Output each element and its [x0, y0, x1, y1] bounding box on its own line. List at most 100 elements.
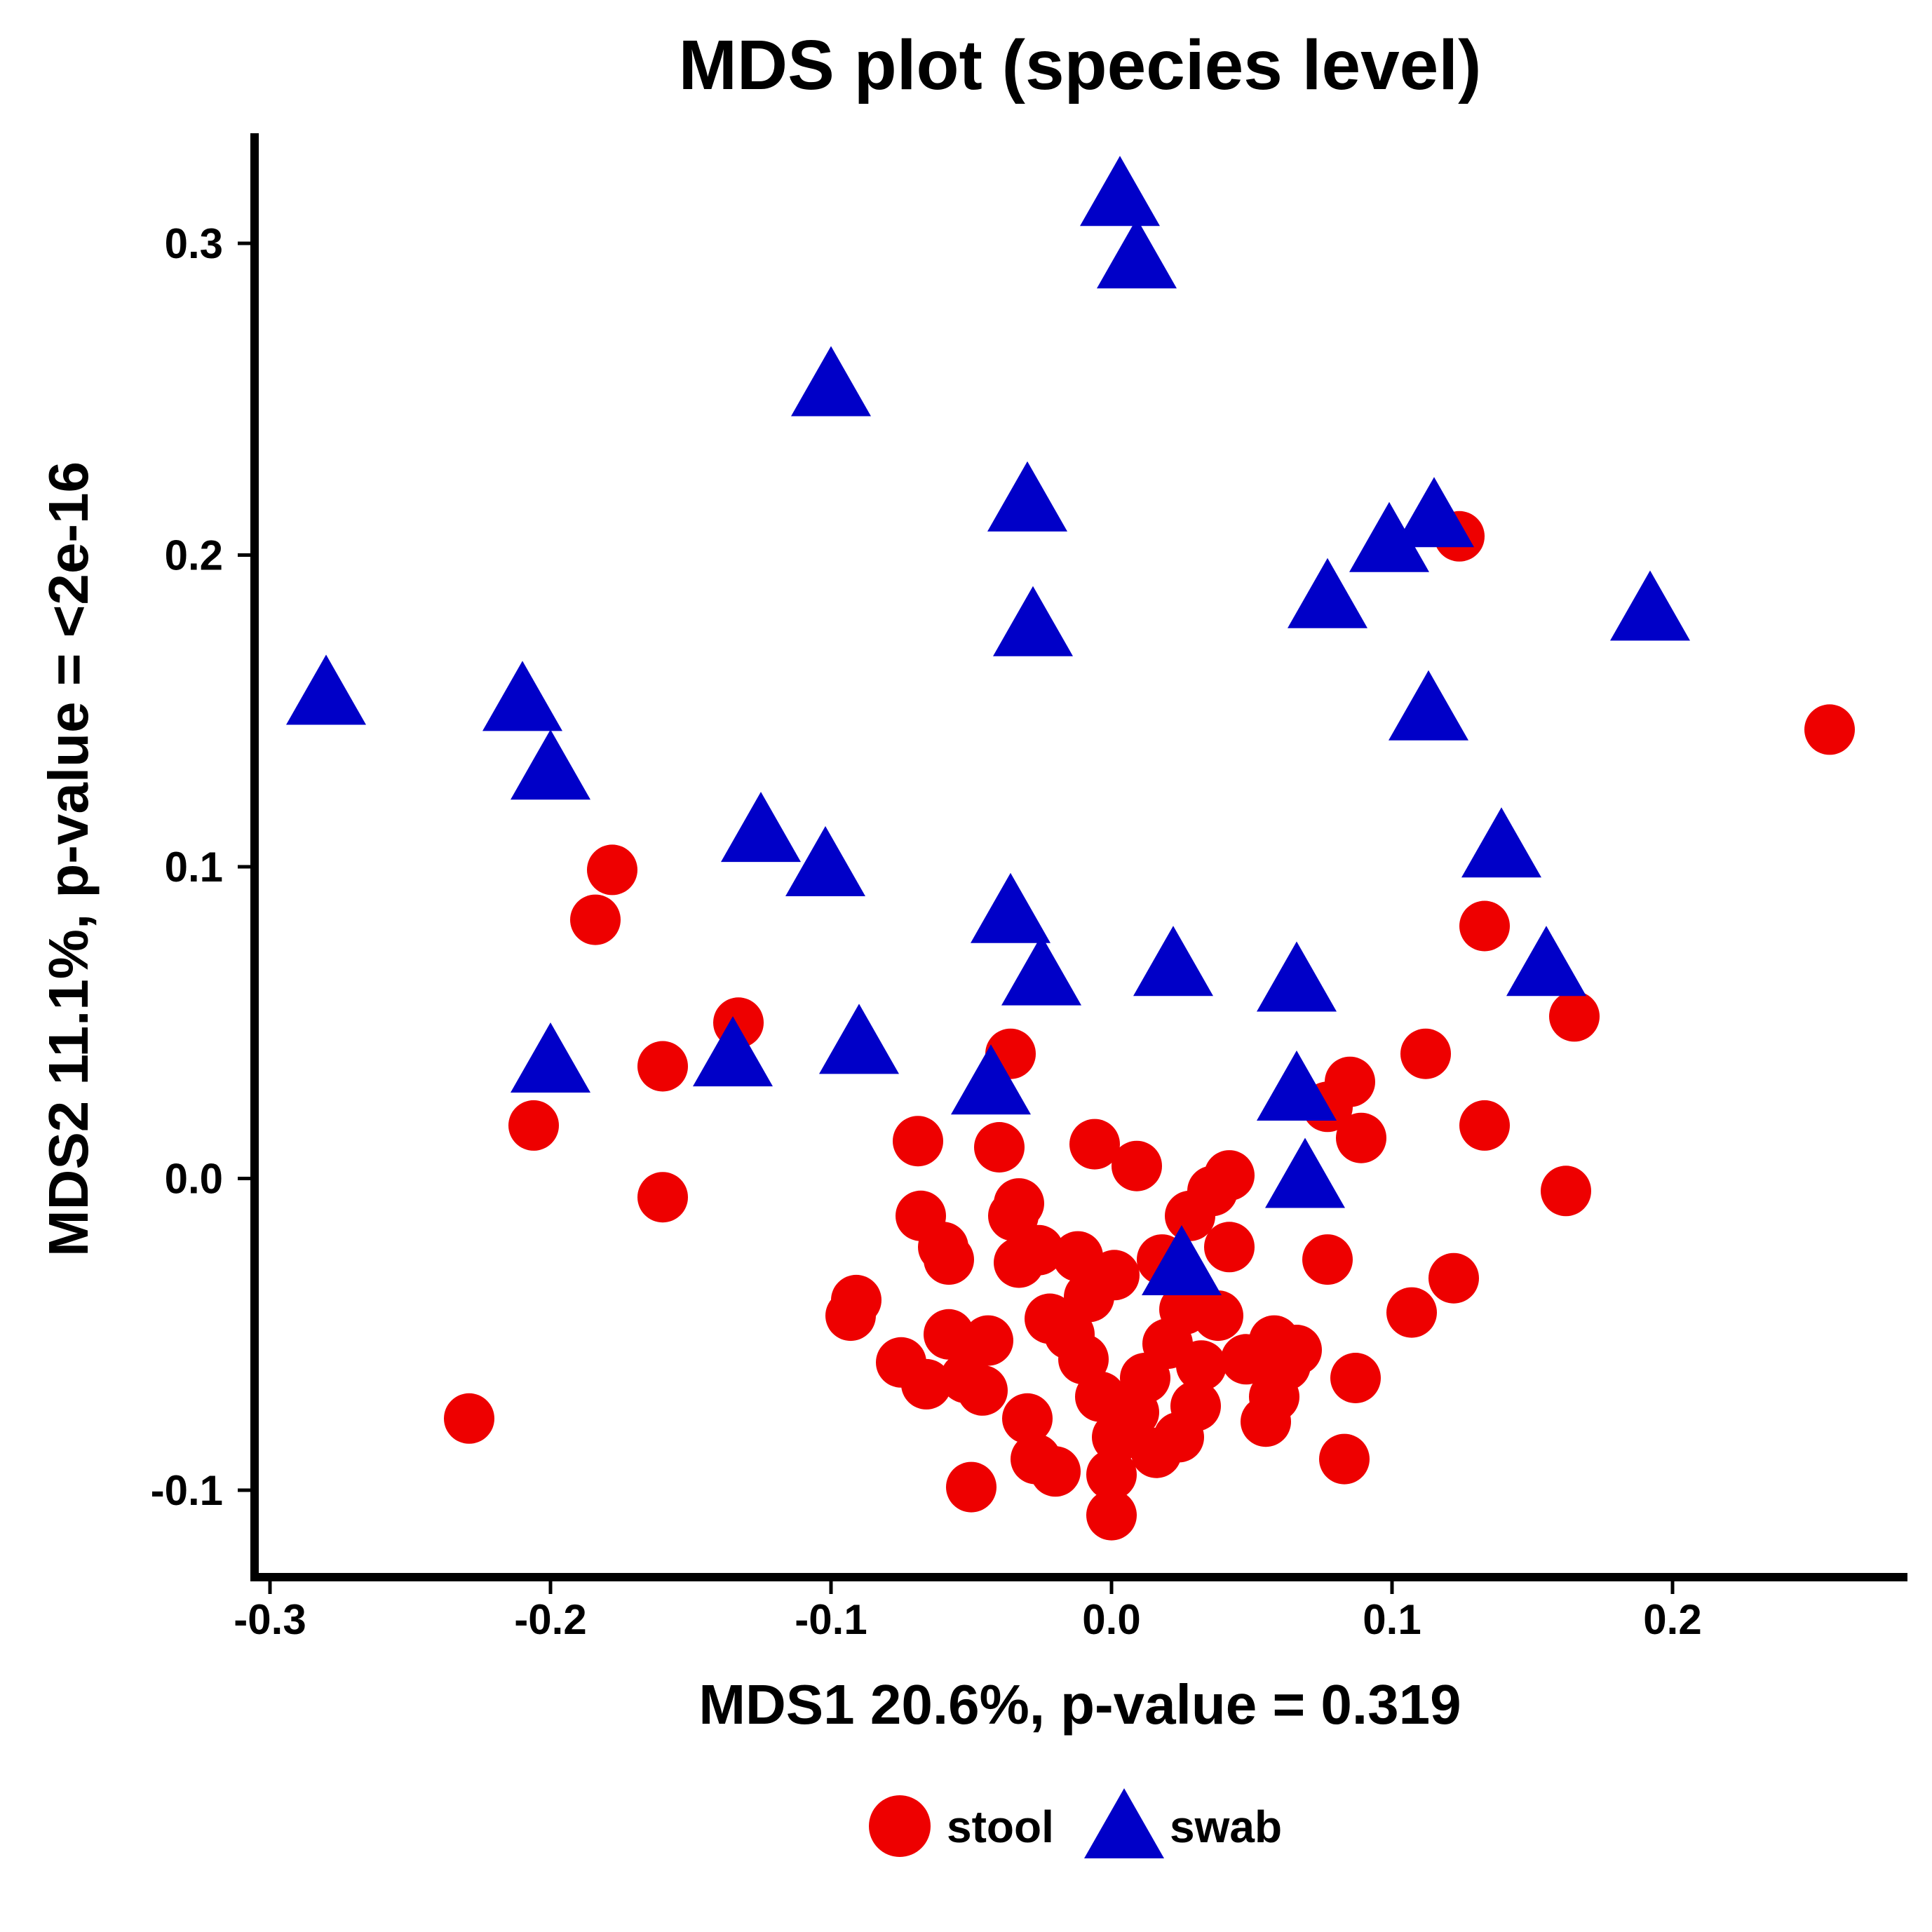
data-points: [286, 156, 1855, 1541]
point-stool-32: [1159, 1284, 1210, 1335]
point-stool-2: [1549, 991, 1600, 1042]
point-stool-23: [1204, 1222, 1255, 1273]
point-stool-72: [587, 844, 637, 896]
point-stool-71: [637, 1172, 688, 1223]
point-swab-11: [482, 661, 562, 731]
point-stool-18: [1271, 1325, 1322, 1375]
y-tick-label: 0.3: [165, 220, 223, 267]
point-stool-20: [1221, 1334, 1271, 1385]
point-swab-6: [1394, 477, 1474, 548]
legend-swab-label: swab: [1170, 1802, 1282, 1852]
point-stool-64: [893, 1116, 943, 1167]
point-swab-9: [1389, 670, 1468, 741]
point-stool-60: [924, 1309, 974, 1360]
point-swab-15: [971, 872, 1051, 943]
point-stool-75: [444, 1393, 494, 1444]
point-stool-42: [1075, 1371, 1126, 1422]
point-swab-2: [791, 346, 871, 417]
point-swab-20: [1506, 926, 1586, 997]
point-swab-10: [286, 654, 366, 725]
point-stool-62: [924, 1234, 974, 1285]
point-swab-0: [1080, 156, 1160, 227]
point-stool-4: [1400, 1028, 1451, 1079]
point-stool-0: [1804, 704, 1855, 755]
point-swab-1: [1097, 218, 1177, 289]
point-stool-63: [896, 1190, 946, 1241]
point-stool-38: [1064, 1271, 1114, 1323]
point-stool-56: [946, 1461, 997, 1513]
point-stool-43: [1092, 1412, 1142, 1463]
x-tick-label: 0.2: [1643, 1596, 1701, 1643]
legend-swab-triangle-icon: [1084, 1788, 1164, 1858]
point-stool-44: [1086, 1449, 1137, 1500]
point-swab-4: [993, 586, 1073, 656]
point-swab-16: [1001, 935, 1081, 1006]
point-stool-5: [1459, 1100, 1510, 1151]
point-stool-10: [1319, 1433, 1370, 1485]
point-stool-12: [1325, 1056, 1375, 1107]
point-stool-54: [974, 1122, 1025, 1173]
point-swab-14: [785, 826, 865, 896]
x-tick-label: -0.1: [795, 1596, 867, 1643]
point-stool-13: [1336, 1112, 1386, 1163]
point-swab-12: [511, 729, 590, 800]
point-stool-58: [963, 1315, 1013, 1366]
point-stool-9: [1330, 1353, 1381, 1403]
point-swab-17: [1133, 926, 1213, 997]
point-stool-36: [1069, 1119, 1120, 1170]
point-swab-18: [1257, 941, 1337, 1012]
point-swab-25: [1257, 1051, 1337, 1121]
point-stool-73: [570, 894, 621, 945]
point-stool-39: [1053, 1231, 1103, 1282]
point-swab-13: [721, 792, 801, 863]
point-swab-21: [511, 1022, 590, 1093]
y-axis-ticks: -0.1 0.0 0.1 0.2 0.3: [151, 220, 255, 1514]
point-swab-24: [951, 1044, 1031, 1115]
point-stool-14: [1302, 1234, 1353, 1285]
chart-title: MDS plot (species level): [679, 26, 1482, 104]
point-stool-74: [508, 1100, 559, 1151]
point-swab-8: [1610, 570, 1690, 641]
point-stool-66: [876, 1337, 926, 1388]
y-tick-label: 0.2: [165, 532, 223, 579]
point-stool-48: [1002, 1393, 1053, 1444]
x-tick-label: 0.0: [1082, 1596, 1140, 1643]
x-axis-label: MDS1 20.6%, p-value = 0.319: [698, 1673, 1461, 1736]
point-stool-49: [1025, 1293, 1075, 1344]
point-stool-3: [1459, 900, 1510, 952]
legend-stool-circle-icon: [869, 1795, 931, 1857]
point-stool-70: [637, 1041, 688, 1092]
point-swab-7: [1288, 558, 1367, 628]
point-stool-59: [940, 1353, 991, 1403]
point-stool-53: [994, 1178, 1044, 1229]
point-stool-45: [1086, 1489, 1137, 1541]
point-stool-19: [1249, 1371, 1299, 1422]
point-swab-5: [1349, 501, 1429, 572]
point-swab-22: [693, 1016, 773, 1087]
legend: stool swab: [869, 1788, 1282, 1858]
point-stool-35: [1112, 1140, 1162, 1191]
x-axis-ticks: -0.3 -0.2 -0.1 0.0 0.1 0.2: [234, 1577, 1702, 1643]
y-axis-label: MDS2 11.1%, p-value = <2e-16: [37, 461, 100, 1257]
x-tick-label: 0.1: [1363, 1596, 1421, 1643]
point-stool-68: [825, 1290, 876, 1342]
point-swab-23: [819, 1004, 899, 1074]
point-stool-8: [1386, 1287, 1437, 1338]
point-stool-28: [1131, 1427, 1182, 1478]
point-stool-7: [1428, 1252, 1479, 1304]
point-stool-47: [1011, 1433, 1061, 1485]
y-tick-label: 0.0: [165, 1156, 223, 1203]
x-tick-label: -0.2: [514, 1596, 586, 1643]
point-stool-34: [1165, 1190, 1215, 1241]
x-tick-label: -0.3: [234, 1596, 306, 1643]
point-stool-6: [1541, 1166, 1591, 1217]
y-tick-label: -0.1: [151, 1467, 223, 1514]
legend-stool-label: stool: [947, 1802, 1054, 1852]
point-swab-27: [1142, 1225, 1222, 1295]
point-swab-19: [1461, 807, 1541, 878]
point-swab-3: [987, 461, 1067, 532]
point-stool-51: [994, 1237, 1044, 1288]
y-tick-label: 0.1: [165, 844, 223, 891]
point-swab-26: [1265, 1137, 1345, 1208]
